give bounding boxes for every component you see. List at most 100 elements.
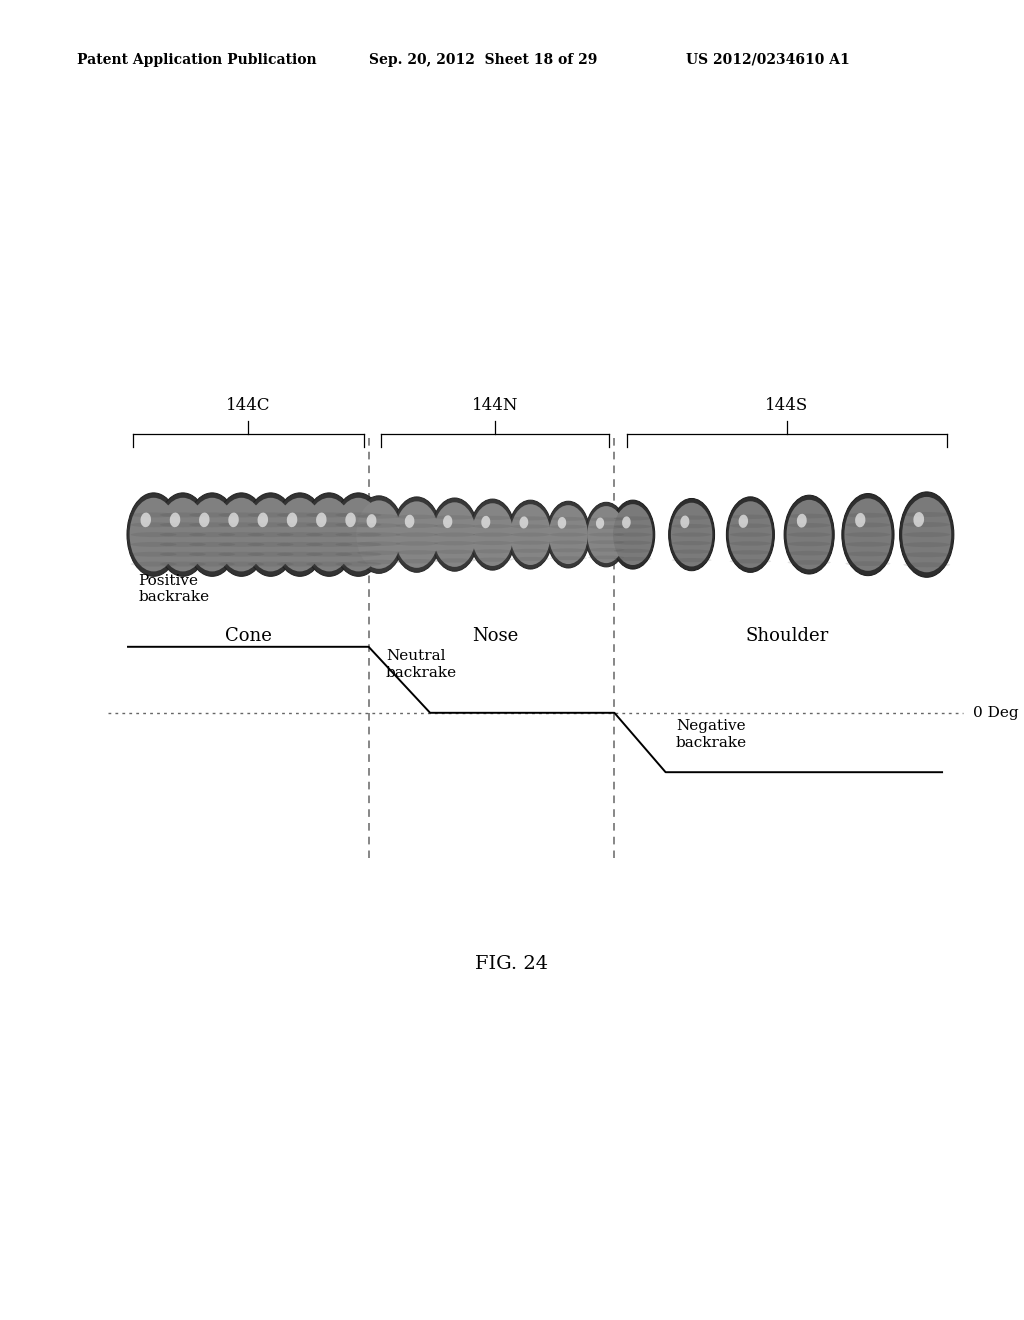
Ellipse shape <box>845 499 892 570</box>
Ellipse shape <box>730 560 771 564</box>
Ellipse shape <box>433 503 476 566</box>
Ellipse shape <box>903 521 950 527</box>
Ellipse shape <box>336 543 381 546</box>
Ellipse shape <box>614 541 651 545</box>
Ellipse shape <box>614 557 651 561</box>
Ellipse shape <box>345 512 355 527</box>
Ellipse shape <box>510 504 551 565</box>
Text: Cone: Cone <box>225 627 271 645</box>
Ellipse shape <box>160 523 206 527</box>
Ellipse shape <box>588 525 625 529</box>
Ellipse shape <box>248 523 294 527</box>
Ellipse shape <box>336 532 381 537</box>
Ellipse shape <box>306 523 352 527</box>
Ellipse shape <box>797 513 807 528</box>
Text: FIG. 24: FIG. 24 <box>475 954 549 973</box>
Ellipse shape <box>357 550 400 556</box>
Ellipse shape <box>550 525 587 529</box>
Ellipse shape <box>248 561 294 566</box>
Ellipse shape <box>511 541 550 545</box>
Ellipse shape <box>614 549 651 553</box>
Ellipse shape <box>596 517 604 529</box>
Ellipse shape <box>357 532 400 537</box>
Ellipse shape <box>508 500 553 569</box>
Text: 0 Deg: 0 Deg <box>973 706 1019 719</box>
Text: Negative
backrake: Negative backrake <box>676 719 746 750</box>
Ellipse shape <box>189 552 236 557</box>
Ellipse shape <box>189 532 236 537</box>
Ellipse shape <box>127 492 180 577</box>
Ellipse shape <box>244 492 297 577</box>
Ellipse shape <box>613 504 652 565</box>
Ellipse shape <box>434 541 475 545</box>
Ellipse shape <box>511 524 550 528</box>
Ellipse shape <box>511 549 550 553</box>
Ellipse shape <box>276 543 323 546</box>
Ellipse shape <box>672 558 712 562</box>
Ellipse shape <box>395 558 438 564</box>
Ellipse shape <box>306 512 352 517</box>
Ellipse shape <box>473 516 512 520</box>
Ellipse shape <box>305 498 353 572</box>
Ellipse shape <box>336 561 381 566</box>
Ellipse shape <box>170 512 180 527</box>
Ellipse shape <box>472 503 513 566</box>
Ellipse shape <box>473 524 512 528</box>
Ellipse shape <box>218 512 264 517</box>
Ellipse shape <box>131 532 176 537</box>
Ellipse shape <box>395 550 438 554</box>
Ellipse shape <box>903 532 950 537</box>
Ellipse shape <box>614 516 651 520</box>
Ellipse shape <box>306 543 352 546</box>
Ellipse shape <box>787 532 830 537</box>
Ellipse shape <box>588 540 625 544</box>
Ellipse shape <box>738 515 749 528</box>
Ellipse shape <box>787 513 830 519</box>
Ellipse shape <box>395 541 438 545</box>
Text: US 2012/0234610 A1: US 2012/0234610 A1 <box>686 53 850 67</box>
Ellipse shape <box>248 532 294 537</box>
Ellipse shape <box>730 524 771 528</box>
Ellipse shape <box>519 516 528 528</box>
Ellipse shape <box>218 543 264 546</box>
Ellipse shape <box>185 492 239 577</box>
Ellipse shape <box>160 543 206 546</box>
Ellipse shape <box>431 498 478 572</box>
Text: Neutral
backrake: Neutral backrake <box>386 649 457 680</box>
Ellipse shape <box>672 541 712 545</box>
Ellipse shape <box>258 512 268 527</box>
Ellipse shape <box>680 516 689 528</box>
Ellipse shape <box>218 561 264 566</box>
Ellipse shape <box>470 499 515 570</box>
Ellipse shape <box>588 556 625 560</box>
Ellipse shape <box>473 549 512 553</box>
Text: Positive
backrake: Positive backrake <box>138 574 209 605</box>
Ellipse shape <box>189 512 236 517</box>
Ellipse shape <box>434 515 475 520</box>
Ellipse shape <box>157 492 210 577</box>
Ellipse shape <box>160 552 206 557</box>
Ellipse shape <box>302 492 355 577</box>
Ellipse shape <box>672 549 712 553</box>
Ellipse shape <box>434 558 475 562</box>
Ellipse shape <box>131 543 176 546</box>
Ellipse shape <box>787 523 830 528</box>
Ellipse shape <box>306 552 352 557</box>
Ellipse shape <box>787 550 830 556</box>
Ellipse shape <box>787 541 830 546</box>
Ellipse shape <box>335 498 382 572</box>
Ellipse shape <box>131 523 176 527</box>
Ellipse shape <box>511 557 550 561</box>
Ellipse shape <box>218 532 264 537</box>
Ellipse shape <box>899 492 954 577</box>
Ellipse shape <box>434 524 475 528</box>
Ellipse shape <box>550 533 587 536</box>
Ellipse shape <box>215 492 268 577</box>
Ellipse shape <box>395 515 438 519</box>
Ellipse shape <box>671 503 713 566</box>
Text: 144S: 144S <box>765 397 809 414</box>
Ellipse shape <box>846 513 891 517</box>
Ellipse shape <box>357 513 400 519</box>
Ellipse shape <box>547 502 590 568</box>
Ellipse shape <box>306 561 352 566</box>
